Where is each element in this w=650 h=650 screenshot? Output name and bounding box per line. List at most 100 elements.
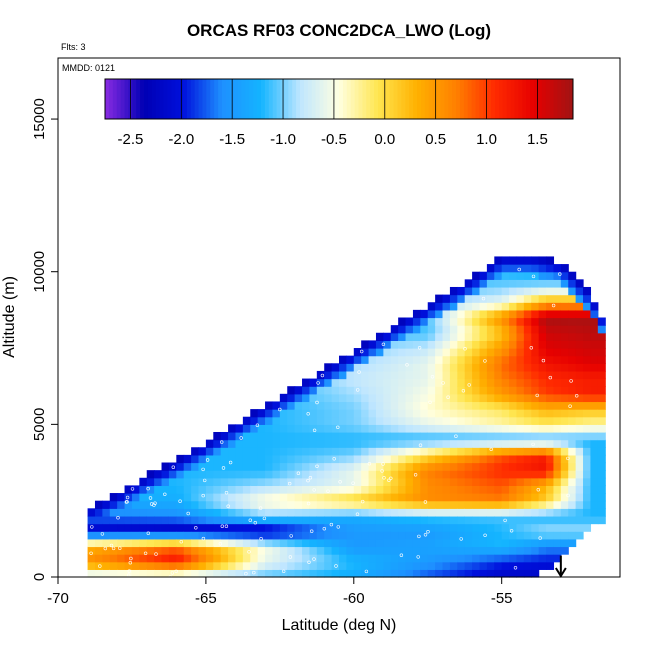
heatmap-cell (472, 378, 481, 387)
heatmap-cell (464, 401, 473, 410)
heatmap-cell (568, 508, 577, 517)
heatmap-cell (339, 531, 347, 540)
heatmap-cell (412, 561, 421, 570)
heatmap-cell (339, 538, 347, 548)
heatmap-cell (257, 454, 266, 464)
heatmap-cell (442, 531, 451, 540)
sample-point (367, 462, 372, 466)
heatmap-cell (109, 493, 118, 502)
heatmap-cell (509, 363, 518, 372)
heatmap-cell (501, 302, 510, 311)
heatmap-cell (405, 340, 414, 349)
heatmap-cell (575, 470, 584, 479)
heatmap-cell (279, 470, 288, 479)
heatmap-cell (560, 386, 569, 395)
heatmap-cell (523, 569, 532, 578)
heatmap-cell (472, 531, 481, 540)
heatmap-cell (457, 409, 466, 418)
heatmap-cell (353, 531, 362, 540)
heatmap-cell (449, 386, 458, 395)
colorbar-frame (104, 78, 574, 120)
heatmap-cell (398, 477, 407, 487)
colorbar-swatch (444, 79, 449, 119)
heatmap-cell (479, 317, 488, 326)
heatmap-cell (154, 470, 163, 479)
heatmap-cell (531, 431, 540, 441)
heatmap-cell (546, 271, 555, 280)
heatmap-cell (272, 500, 281, 509)
sample-point (568, 404, 572, 408)
heatmap-cell (302, 378, 311, 387)
colorbar-swatch (233, 79, 239, 119)
heatmap-cell (250, 462, 259, 471)
heatmap-cell (516, 378, 525, 387)
heatmap-cell (449, 439, 458, 448)
heatmap-cell (265, 538, 274, 548)
heatmap-cell (523, 286, 532, 296)
heatmap-cell (531, 370, 540, 380)
heatmap-cell (346, 554, 355, 563)
heatmap-cell (375, 569, 384, 578)
colorbar-swatch (194, 79, 200, 119)
heatmap-cell (324, 554, 333, 563)
heatmap-cell (420, 416, 429, 425)
heatmap-cell (509, 279, 518, 288)
heatmap-cell (560, 370, 569, 380)
heatmap-cell (102, 561, 111, 570)
heatmap-cell (346, 363, 355, 372)
heatmap-cell (316, 546, 325, 555)
heatmap-cell (501, 523, 510, 532)
heatmap-cell (457, 286, 466, 296)
heatmap-cell (272, 409, 281, 418)
sample-point (205, 458, 210, 462)
sample-point (566, 493, 570, 498)
heatmap-cell (583, 447, 592, 456)
heatmap-cell (486, 462, 495, 471)
heatmap-cell (390, 409, 399, 418)
heatmap-cell (516, 447, 525, 456)
heatmap-cell (294, 538, 303, 548)
heatmap-cell (205, 538, 214, 548)
heatmap-cell (287, 531, 296, 540)
heatmap-cell (176, 493, 185, 502)
heatmap-cell (442, 386, 451, 395)
heatmap-cell (279, 485, 288, 494)
heatmap-cell (516, 294, 525, 303)
heatmap-cell (383, 363, 392, 372)
heatmap-cell (516, 302, 525, 311)
heatmap-cell (361, 500, 370, 509)
heatmap-cell (161, 531, 170, 540)
heatmap-cell (523, 561, 532, 570)
heatmap-cell (486, 477, 495, 487)
heatmap-cell (568, 538, 577, 548)
heatmap-cell (442, 485, 451, 494)
heatmap-cell (353, 378, 362, 387)
colorbar-tick-label: 1.0 (476, 131, 497, 148)
heatmap-cell (287, 538, 296, 548)
heatmap-cell (560, 348, 569, 357)
heatmap-cell (390, 477, 399, 487)
heatmap-cell (479, 370, 488, 380)
heatmap-cell (516, 363, 525, 372)
heatmap-cell (420, 508, 429, 517)
sample-point (381, 342, 386, 346)
heatmap-cell (294, 546, 303, 555)
heatmap-cell (124, 561, 133, 570)
heatmap-cell (494, 355, 503, 364)
heatmap-cell (531, 256, 540, 265)
heatmap-cell (361, 454, 370, 464)
heatmap-cell (486, 531, 495, 540)
heatmap-cell (154, 554, 163, 563)
heatmap-cell (346, 447, 355, 456)
heatmap-cell (294, 523, 303, 532)
heatmap-cell (568, 355, 577, 364)
heatmap-cell (339, 424, 347, 433)
heatmap-cell (398, 454, 407, 464)
heatmap-cell (331, 477, 340, 487)
sample-point (111, 546, 116, 551)
y-axis-label: Altitude (m) (1, 276, 18, 358)
heatmap-cell (486, 515, 495, 525)
heatmap-cell (205, 561, 214, 570)
sample-point (336, 425, 340, 429)
heatmap-cell (583, 416, 592, 425)
